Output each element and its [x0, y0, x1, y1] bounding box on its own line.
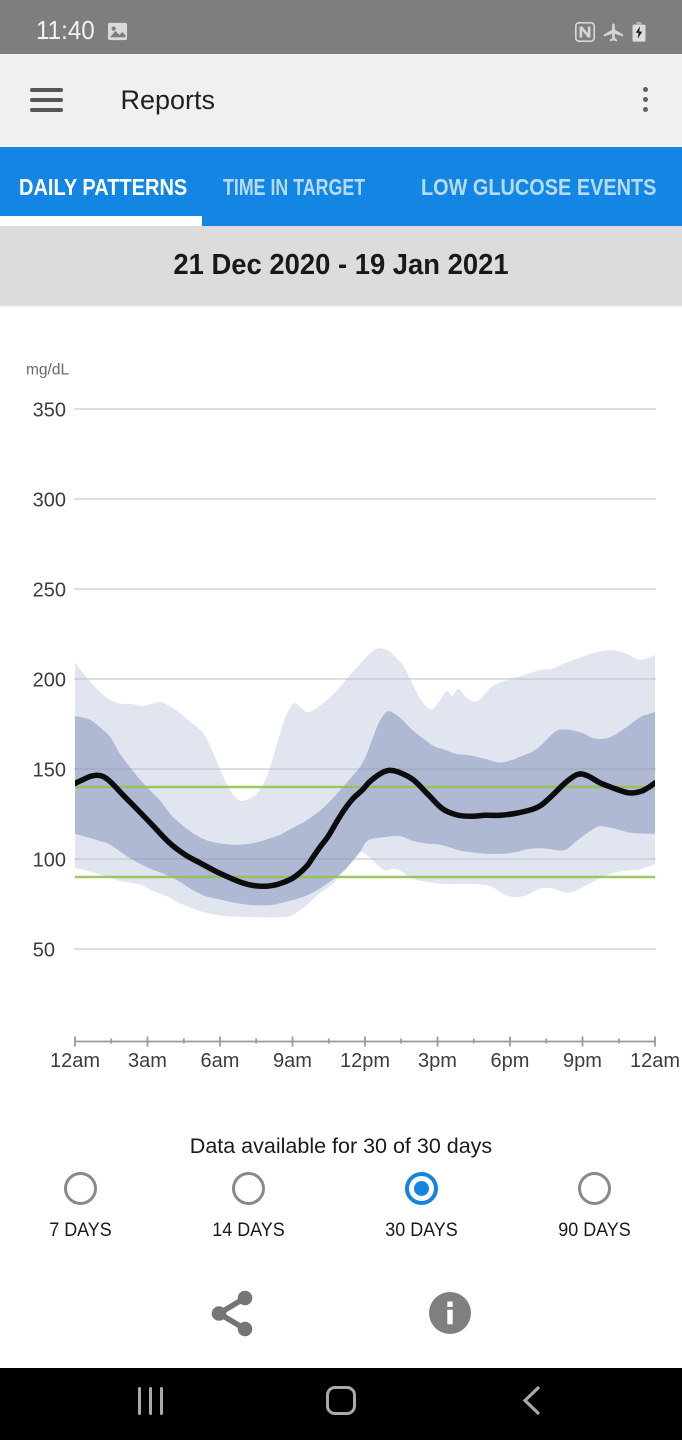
svg-text:50: 50 — [33, 940, 55, 962]
svg-text:3pm: 3pm — [418, 1050, 457, 1072]
svg-text:3am: 3am — [128, 1050, 167, 1072]
svg-text:9am: 9am — [273, 1050, 312, 1072]
svg-text:9pm: 9pm — [563, 1050, 602, 1072]
svg-text:250: 250 — [33, 580, 66, 602]
svg-text:350: 350 — [33, 400, 66, 422]
svg-text:mg/dL: mg/dL — [26, 362, 69, 379]
svg-text:200: 200 — [33, 670, 66, 692]
svg-text:150: 150 — [33, 760, 66, 782]
svg-text:6pm: 6pm — [491, 1050, 530, 1072]
svg-text:300: 300 — [33, 490, 66, 512]
svg-text:12am: 12am — [630, 1050, 680, 1072]
svg-text:6am: 6am — [201, 1050, 240, 1072]
svg-text:100: 100 — [33, 850, 66, 872]
svg-text:12pm: 12pm — [340, 1050, 390, 1072]
svg-text:12am: 12am — [50, 1050, 100, 1072]
